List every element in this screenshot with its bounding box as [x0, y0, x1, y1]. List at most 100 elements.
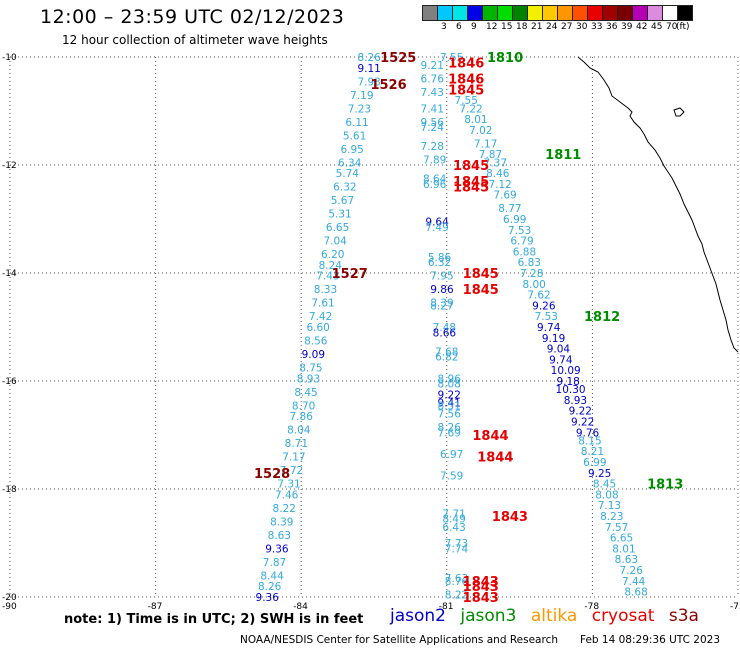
wave-height-value: 7.57 [605, 522, 628, 534]
wave-height-value: 7.62 [527, 290, 550, 302]
lon-label: -87 [148, 602, 163, 612]
wave-height-value: 7.49 [425, 222, 448, 234]
scale-label: 3 [441, 22, 447, 32]
wave-height-value: 8.45 [294, 387, 317, 399]
pass-number: 1845 [453, 181, 489, 196]
lat-label: -10 [2, 53, 17, 63]
wave-height-value: 9.74 [537, 322, 561, 334]
wave-height-value: 9.26 [532, 300, 556, 312]
wave-height-value: 7.42 [309, 311, 332, 323]
wave-height-value: 8.24 [319, 260, 343, 272]
wave-height-value: 6.65 [326, 222, 349, 234]
legend-s3a: s3a [668, 606, 699, 626]
pass-number: 1843 [463, 580, 499, 595]
pass-number: 1843 [463, 575, 499, 590]
wave-height-value: 8.22 [445, 589, 468, 601]
wave-height-value: 8.56 [304, 336, 328, 348]
axis-labels: -10 -12 -14 -16 -18 -20-90 -87 -84 -81 -78 -75 [2, 53, 740, 612]
wave-height-value: 10.30 [556, 384, 586, 396]
scale-unit: (ft) [676, 22, 690, 32]
wave-height-value: 8.51 [438, 400, 461, 412]
lat-label: -12 [2, 161, 17, 171]
wave-height-value: 8.44 [260, 570, 284, 582]
wave-height-value: 7.59 [440, 471, 463, 483]
wave-height-value: 7.19 [350, 90, 373, 102]
wave-height-value: 6.97 [440, 449, 463, 461]
lon-label: -81 [439, 602, 454, 612]
lon-label: -75 [730, 602, 740, 612]
wave-height-value: 8.22 [273, 503, 296, 515]
scale-swatch [677, 5, 693, 21]
wave-height-value: 6.34 [338, 157, 362, 169]
wave-height-value: 8.33 [314, 284, 337, 296]
lat-label: -18 [2, 485, 17, 495]
wave-height-value: 9.86 [430, 284, 454, 296]
wave-height-value: 9.04 [547, 344, 571, 356]
wave-height-value: 8.01 [612, 543, 635, 555]
wave-height-value: 7.87 [479, 149, 502, 161]
wave-height-value: 8.77 [498, 203, 521, 215]
lat-lon-grid [9, 56, 739, 598]
wave-height-value: 8.04 [287, 425, 311, 437]
wave-height-value: 7.28 [421, 141, 444, 153]
wave-height-value: 9.41 [438, 398, 461, 410]
generated-timestamp: Feb 14 08:29:36 UTC 2023 [580, 634, 720, 646]
pass-number: 1526 [370, 78, 406, 93]
wave-height-value: 7.74 [445, 543, 469, 555]
wave-height-value: 7.61 [311, 298, 334, 310]
wave-height-value: 6.88 [513, 246, 536, 258]
wave-height-value: 6.79 [510, 236, 533, 248]
scale-label: 15 [501, 22, 513, 32]
wave-height-value: 9.76 [576, 427, 600, 439]
wave-height-value: 7.48 [433, 322, 456, 334]
scale-label: 39 [621, 22, 633, 32]
wave-height-value: 7.55 [440, 52, 463, 64]
wave-height-value: 7.93 [357, 76, 380, 88]
wave-height-value: 7.23 [348, 103, 371, 115]
wave-height-value: 9.74 [549, 354, 573, 366]
lake-outline [673, 107, 685, 117]
wave-height-value: 7.28 [520, 268, 543, 280]
wave-height-value: 7.68 [435, 346, 458, 358]
wave-height-value: 8.75 [299, 363, 322, 375]
wave-height-value: 6.96 [423, 179, 447, 191]
wave-height-value: 7.22 [459, 103, 482, 115]
wave-height-value: 6.76 [421, 74, 445, 86]
wave-height-value: 7.24 [421, 122, 445, 134]
wave-height-value: 9.11 [357, 63, 380, 75]
wave-height-value: 9.09 [302, 349, 325, 361]
wave-height-value: 7.69 [438, 427, 461, 439]
wave-height-value: 5.61 [343, 130, 366, 142]
pass-number: 1844 [472, 429, 508, 444]
pass-number: 1843 [492, 510, 528, 525]
scale-label: 21 [531, 22, 543, 32]
pass-number: 1845 [448, 83, 484, 98]
wave-height-value: 5.74 [336, 168, 360, 180]
wave-height-value: 9.25 [588, 468, 611, 480]
wave-height-value: 6.43 [442, 522, 465, 534]
map-subtitle: 12 hour collection of altimeter wave hei… [62, 33, 328, 47]
scale-label: 27 [561, 22, 573, 32]
wave-height-value: 7.53 [535, 311, 558, 323]
wave-height-value: 7.95 [430, 271, 453, 283]
wave-height-value: 10.09 [551, 365, 581, 377]
scale-label: 6 [456, 22, 462, 32]
wave-height-readings: 8.269.117.937.197.236.115.616.956.345.74… [256, 52, 648, 604]
wave-height-value: 8.66 [433, 327, 457, 339]
scale-label: 30 [576, 22, 588, 32]
scale-label: 70 [666, 22, 678, 32]
wave-height-value: 7.73 [445, 538, 468, 550]
wave-height-value: 7.86 [290, 411, 314, 423]
wave-height-value: 6.82 [435, 352, 458, 364]
wave-height-value: 9.36 [256, 592, 280, 604]
legend-jason3: jason3 [460, 606, 517, 626]
wave-height-value: 5.31 [328, 209, 351, 221]
map-title: 12:00 – 23:59 UTC 02/12/2023 [40, 6, 345, 28]
wave-height-value: 7.02 [469, 125, 492, 137]
pass-number: 1525 [380, 51, 416, 66]
wave-height-value: 9.22 [438, 390, 461, 402]
pass-number: 1528 [254, 467, 290, 482]
legend-jason2: jason2 [390, 606, 446, 626]
wave-height-value: 7.41 [421, 103, 444, 115]
